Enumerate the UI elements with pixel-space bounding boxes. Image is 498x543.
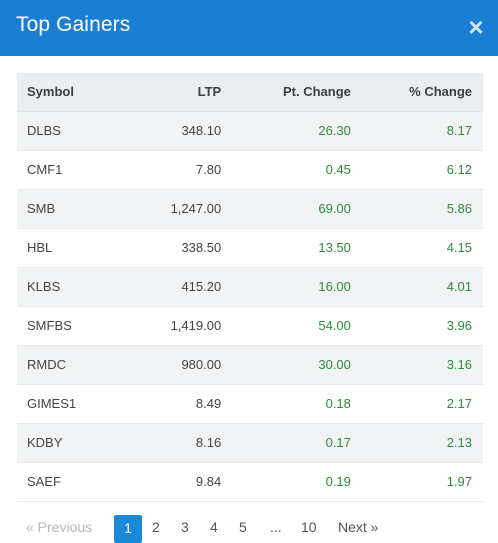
page-10-button[interactable]: 10 (301, 519, 317, 535)
ltp-cell: 8.49 (195, 396, 222, 411)
table-row: SAEF 9.84 0.19 1.97 (17, 462, 483, 501)
modal-header: Top Gainers × (0, 0, 498, 56)
page-4-button[interactable]: 4 (210, 519, 218, 535)
table-row: HBL 338.50 13.50 4.15 (17, 228, 483, 267)
pt-change-cell: 69.00 (318, 201, 351, 216)
ltp-cell: 9.84 (195, 474, 222, 489)
gainers-table: Symbol LTP Pt. Change % Change DLBS 348.… (17, 73, 483, 502)
pt-change-cell: 0.19 (325, 474, 351, 489)
ltp-cell: 1,419.00 (170, 318, 222, 333)
pt-change-cell: 0.45 (325, 162, 351, 177)
pct-change-cell: 5.86 (446, 201, 472, 216)
table-row: DLBS 348.10 26.30 8.17 (17, 111, 483, 150)
pct-change-cell: 6.12 (446, 162, 472, 177)
pt-change-cell: 13.50 (318, 240, 351, 255)
symbol-cell: KLBS (27, 279, 61, 294)
table-header-row: Symbol LTP Pt. Change % Change (17, 73, 483, 112)
close-icon[interactable]: × (468, 12, 484, 42)
ltp-cell: 7.80 (195, 162, 222, 177)
pt-change-cell: 26.30 (318, 123, 351, 138)
table-row: SMFBS 1,419.00 54.00 3.96 (17, 306, 483, 345)
pagination-ellipsis: ... (270, 519, 282, 535)
page-1-button[interactable]: 1 (114, 515, 142, 543)
pt-change-cell: 0.17 (325, 435, 351, 450)
pct-change-cell: 8.17 (446, 123, 472, 138)
next-page-button[interactable]: Next » (338, 519, 379, 535)
symbol-cell: RMDC (27, 357, 66, 372)
symbol-cell: GIMES1 (27, 396, 77, 411)
symbol-cell: HBL (27, 240, 53, 255)
pct-change-cell: 3.16 (446, 357, 472, 372)
pct-change-cell: 4.15 (446, 240, 472, 255)
ltp-cell: 415.20 (181, 279, 222, 294)
symbol-cell: KDBY (27, 435, 63, 450)
table-row: CMF1 7.80 0.45 6.12 (17, 150, 483, 189)
ltp-cell: 338.50 (181, 240, 222, 255)
pct-change-cell: 2.13 (446, 435, 472, 450)
symbol-cell: SAEF (27, 474, 61, 489)
pct-change-cell: 4.01 (446, 279, 472, 294)
column-header-pt-change[interactable]: Pt. Change (221, 73, 351, 112)
ltp-cell: 980.00 (181, 357, 222, 372)
previous-page-button[interactable]: « Previous (26, 519, 93, 535)
symbol-cell: DLBS (27, 123, 61, 138)
symbol-cell: CMF1 (27, 162, 63, 177)
table-row: KDBY 8.16 0.17 2.13 (17, 423, 483, 462)
column-header-symbol[interactable]: Symbol (17, 73, 126, 112)
table-row: GIMES1 8.49 0.18 2.17 (17, 384, 483, 423)
page-5-button[interactable]: 5 (239, 519, 247, 535)
page-3-button[interactable]: 3 (181, 519, 189, 535)
column-header-ltp[interactable]: LTP (125, 73, 222, 112)
column-header-pct-change[interactable]: % Change (350, 73, 483, 112)
pt-change-cell: 30.00 (318, 357, 351, 372)
pct-change-cell: 3.96 (446, 318, 472, 333)
table-row: SMB 1,247.00 69.00 5.86 (17, 189, 483, 228)
pct-change-cell: 2.17 (446, 396, 472, 411)
page-2-button[interactable]: 2 (152, 519, 160, 535)
symbol-cell: SMFBS (27, 318, 72, 333)
table-row: RMDC 980.00 30.00 3.16 (17, 345, 483, 384)
pt-change-cell: 0.18 (325, 396, 351, 411)
modal-title: Top Gainers (16, 13, 131, 36)
ltp-cell: 348.10 (181, 123, 222, 138)
pt-change-cell: 16.00 (318, 279, 351, 294)
symbol-cell: SMB (27, 201, 56, 216)
table-row: KLBS 415.20 16.00 4.01 (17, 267, 483, 306)
ltp-cell: 8.16 (195, 435, 222, 450)
pct-change-cell: 1.97 (446, 474, 472, 489)
ltp-cell: 1,247.00 (170, 201, 222, 216)
pt-change-cell: 54.00 (318, 318, 351, 333)
